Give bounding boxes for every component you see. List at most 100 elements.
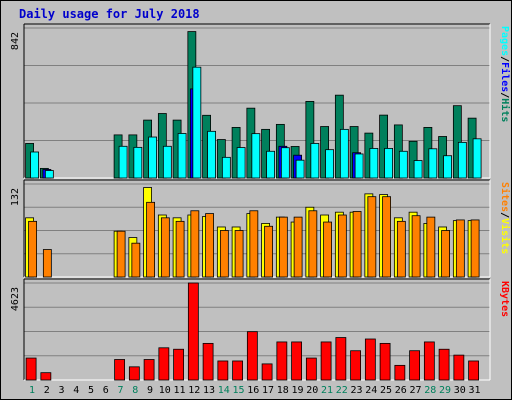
bar-kbytes-day-1 bbox=[25, 357, 37, 381]
legend-pages: Pages bbox=[499, 26, 510, 56]
bar-sites-day-16 bbox=[249, 210, 259, 278]
bar-kbytes-day-11 bbox=[173, 348, 185, 381]
x-label-day-28: 28 bbox=[424, 385, 436, 396]
bar-kbytes-day-2 bbox=[40, 372, 52, 381]
bar-kbytes-day-10 bbox=[158, 347, 170, 381]
bar-sites-day-21 bbox=[323, 221, 333, 278]
x-label-day-16: 16 bbox=[247, 385, 259, 396]
bar-pages-day-21 bbox=[325, 149, 335, 179]
bar-pages-day-11 bbox=[177, 133, 187, 179]
bar-pages-day-26 bbox=[398, 150, 408, 179]
bar-sites-day-12 bbox=[190, 210, 200, 278]
bar-pages-day-31 bbox=[472, 138, 482, 179]
bar-kbytes-day-23 bbox=[350, 350, 362, 381]
bar-pages-day-16 bbox=[251, 133, 261, 179]
bar-kbytes-day-16 bbox=[246, 331, 258, 381]
legend-separator: / bbox=[499, 92, 510, 98]
bar-kbytes-day-21 bbox=[320, 341, 332, 381]
legend-separator: / bbox=[499, 56, 510, 62]
x-label-day-17: 17 bbox=[262, 385, 274, 396]
bar-sites-day-11 bbox=[175, 220, 185, 278]
x-label-day-11: 11 bbox=[173, 385, 185, 396]
bar-pages-day-14 bbox=[221, 156, 231, 179]
bar-sites-day-18 bbox=[278, 216, 288, 278]
bar-kbytes-day-28 bbox=[423, 341, 435, 381]
bar-sites-day-29 bbox=[441, 230, 451, 278]
legend-files: Files bbox=[499, 62, 511, 92]
bar-sites-day-25 bbox=[382, 196, 392, 278]
legend-separator: / bbox=[499, 212, 510, 218]
bar-kbytes-day-24 bbox=[364, 338, 376, 381]
bar-pages-day-28 bbox=[428, 148, 438, 179]
bar-kbytes-day-26 bbox=[394, 364, 406, 381]
x-label-day-1: 1 bbox=[29, 385, 35, 396]
bar-pages-day-25 bbox=[384, 148, 394, 179]
bar-pages-day-17 bbox=[266, 150, 276, 179]
chart-title: Daily usage for July 2018 bbox=[19, 7, 200, 21]
bar-sites-day-17 bbox=[264, 225, 274, 278]
bar-hits-day-27 bbox=[408, 140, 418, 179]
x-label-day-29: 29 bbox=[439, 385, 451, 396]
bar-hits-day-10 bbox=[157, 113, 167, 179]
bar-hits-day-20 bbox=[305, 100, 315, 179]
bar-hits-day-25 bbox=[379, 114, 389, 179]
bar-pages-day-30 bbox=[457, 141, 467, 179]
bar-sites-day-7 bbox=[116, 230, 126, 278]
bar-kbytes-day-29 bbox=[438, 348, 450, 381]
bar-kbytes-day-14 bbox=[217, 360, 229, 381]
bar-sites-day-26 bbox=[396, 220, 406, 278]
bar-kbytes-day-30 bbox=[453, 354, 465, 381]
bar-pages-day-1 bbox=[30, 151, 40, 179]
bar-kbytes-day-9 bbox=[143, 359, 155, 381]
x-label-day-24: 24 bbox=[365, 385, 377, 396]
bar-pages-day-12 bbox=[192, 66, 202, 179]
y-max-label: 842 bbox=[10, 32, 21, 50]
x-label-day-14: 14 bbox=[218, 385, 230, 396]
bar-sites-day-14 bbox=[219, 230, 229, 278]
bar-sites-day-22 bbox=[337, 214, 347, 278]
bar-pages-day-29 bbox=[443, 155, 453, 179]
bar-kbytes-day-12 bbox=[187, 282, 199, 381]
x-label-day-15: 15 bbox=[232, 385, 244, 396]
bar-pages-day-10 bbox=[162, 145, 172, 179]
bar-pages-day-15 bbox=[236, 147, 246, 179]
bar-pages-day-23 bbox=[354, 153, 364, 179]
bar-pages-day-8 bbox=[133, 146, 143, 179]
legend: Pages/Files/Hits bbox=[499, 26, 511, 122]
y-max-label: 132 bbox=[10, 188, 21, 206]
bar-kbytes-day-25 bbox=[379, 342, 391, 381]
x-label-day-6: 6 bbox=[103, 385, 109, 396]
x-label-day-2: 2 bbox=[44, 385, 50, 396]
bar-sites-day-9 bbox=[146, 201, 156, 278]
bar-pages-day-20 bbox=[310, 143, 320, 179]
x-label-day-5: 5 bbox=[88, 385, 94, 396]
bar-pages-day-22 bbox=[339, 128, 349, 179]
bar-kbytes-day-18 bbox=[276, 341, 288, 381]
bar-kbytes-day-8 bbox=[128, 366, 140, 381]
bar-sites-day-19 bbox=[293, 216, 303, 278]
bar-sites-day-27 bbox=[411, 215, 421, 278]
bar-sites-day-23 bbox=[352, 211, 362, 278]
legend: KBytes bbox=[499, 281, 510, 317]
x-label-day-13: 13 bbox=[203, 385, 215, 396]
x-label-day-8: 8 bbox=[132, 385, 138, 396]
bar-pages-day-13 bbox=[207, 130, 217, 179]
x-label-day-12: 12 bbox=[188, 385, 200, 396]
bar-kbytes-day-20 bbox=[305, 357, 317, 381]
bar-kbytes-day-7 bbox=[114, 359, 125, 381]
bar-pages-day-18 bbox=[280, 147, 290, 179]
x-label-day-7: 7 bbox=[117, 385, 123, 396]
x-label-day-9: 9 bbox=[147, 385, 153, 396]
bar-pages-day-19 bbox=[295, 159, 305, 179]
bar-pages-day-24 bbox=[369, 148, 379, 179]
bar-sites-day-30 bbox=[455, 219, 465, 278]
bar-sites-day-15 bbox=[234, 230, 244, 278]
x-label-day-21: 21 bbox=[321, 385, 333, 396]
bar-sites-day-8 bbox=[131, 242, 141, 278]
bar-sites-day-20 bbox=[308, 210, 318, 278]
legend-sites: Sites bbox=[499, 182, 511, 212]
bar-kbytes-day-15 bbox=[232, 360, 244, 381]
x-label-day-31: 31 bbox=[468, 385, 480, 396]
legend: Sites/Visits bbox=[499, 182, 511, 254]
